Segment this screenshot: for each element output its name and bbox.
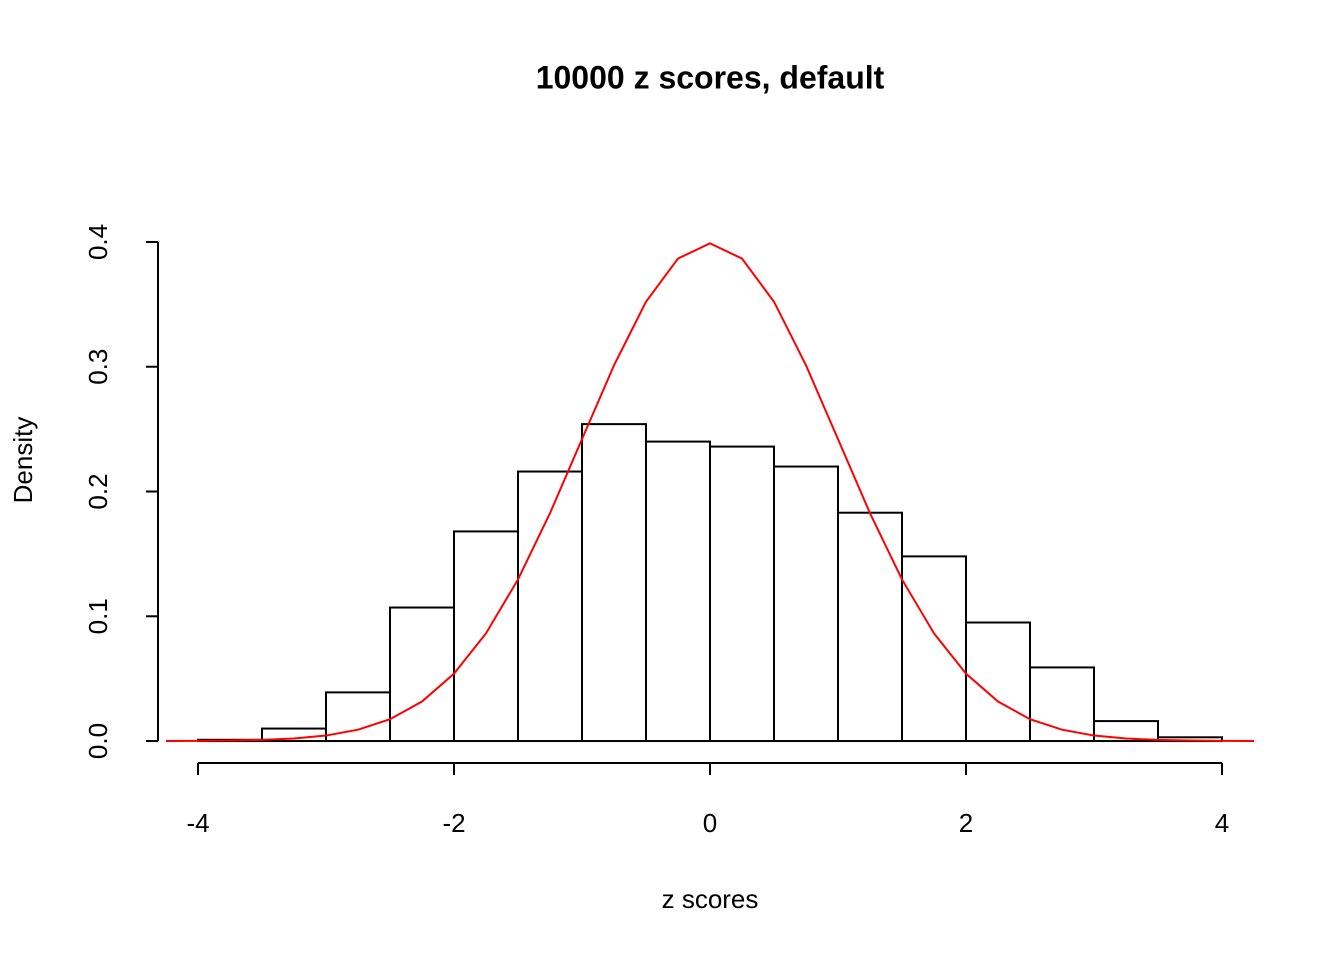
bar bbox=[901, 555, 967, 743]
chart-title: 10000 z scores, default bbox=[536, 59, 885, 95]
bar bbox=[453, 530, 519, 743]
x-tick-label: -2 bbox=[442, 808, 465, 838]
y-tick-label: 0.4 bbox=[83, 224, 113, 260]
y-tick-label: 0.0 bbox=[83, 723, 113, 759]
x-tick-label: 0 bbox=[703, 808, 717, 838]
x-axis-label: z scores bbox=[662, 884, 759, 914]
x-tick-label: 4 bbox=[1215, 808, 1229, 838]
x-tick-label: 2 bbox=[959, 808, 973, 838]
y-tick-label: 0.3 bbox=[83, 349, 113, 385]
y-tick-label: 0.2 bbox=[83, 473, 113, 509]
bar bbox=[773, 465, 839, 743]
bar bbox=[389, 606, 455, 743]
density-curve bbox=[165, 242, 1255, 742]
bar bbox=[709, 445, 775, 743]
bar bbox=[645, 440, 711, 743]
y-tick-label: 0.1 bbox=[83, 598, 113, 634]
bar bbox=[837, 511, 903, 743]
x-tick-label: -4 bbox=[186, 808, 209, 838]
y-axis-label: Density bbox=[8, 417, 38, 504]
bar bbox=[581, 423, 647, 743]
